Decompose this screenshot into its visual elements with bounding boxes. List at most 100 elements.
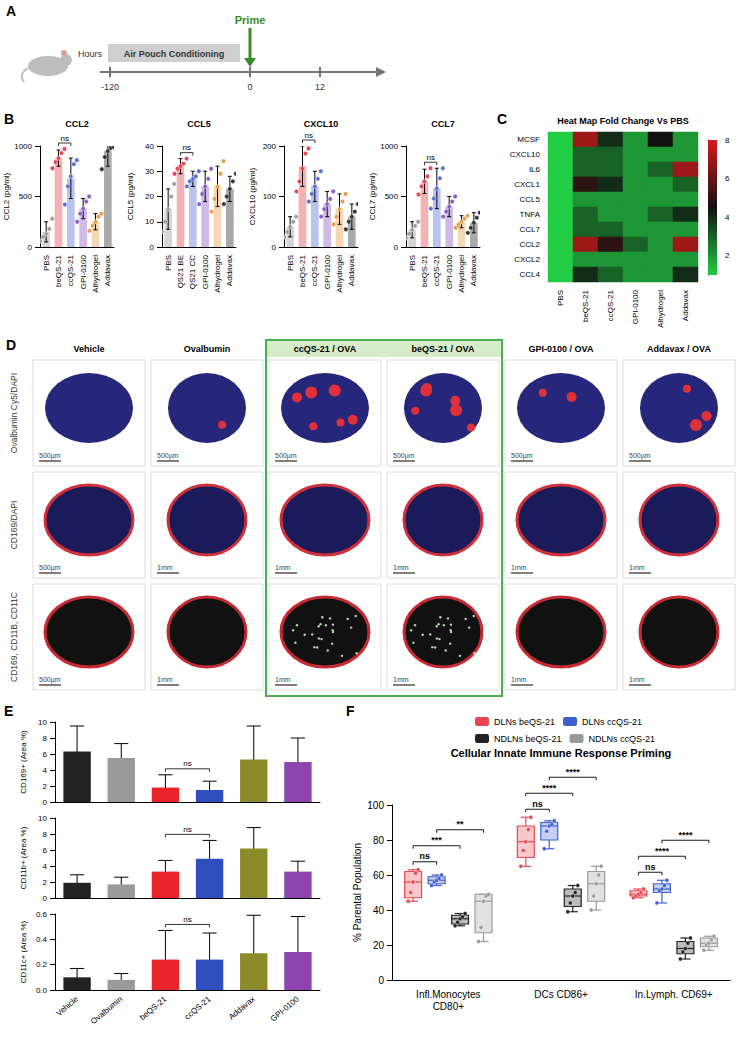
svg-text:2: 2 <box>725 251 730 260</box>
svg-text:GPI-0100: GPI-0100 <box>269 994 301 1023</box>
svg-text:500µm: 500µm <box>39 676 61 684</box>
svg-text:B: B <box>4 111 14 127</box>
svg-text:CCL2: CCL2 <box>65 119 89 129</box>
svg-text:NDLNs beQS-21: NDLNs beQS-21 <box>494 734 562 744</box>
svg-text:ns: ns <box>532 799 543 809</box>
svg-text:GPI-0100: GPI-0100 <box>631 289 640 324</box>
svg-text:PBS: PBS <box>556 290 565 306</box>
svg-text:30: 30 <box>145 167 154 176</box>
svg-text:6: 6 <box>725 174 730 183</box>
svg-text:GPI-0100: GPI-0100 <box>323 254 332 289</box>
svg-text:12: 12 <box>315 82 325 92</box>
svg-text:C: C <box>497 111 507 127</box>
svg-text:Addavax: Addavax <box>225 255 234 286</box>
svg-text:% Parental Population: % Parental Population <box>352 843 363 942</box>
svg-text:0: 0 <box>247 82 252 92</box>
svg-text:GPI-0100: GPI-0100 <box>79 254 88 289</box>
svg-text:ccQS-21: ccQS-21 <box>606 289 615 321</box>
svg-text:Air Pouch Conditioning: Air Pouch Conditioning <box>124 49 225 59</box>
svg-text:ccQS-21: ccQS-21 <box>183 994 213 1021</box>
svg-text:Prime: Prime <box>235 14 266 26</box>
svg-text:Ovalbumin: Ovalbumin <box>89 995 124 1026</box>
svg-text:DLNs beQS-21: DLNs beQS-21 <box>494 717 555 727</box>
svg-text:ccQS-21: ccQS-21 <box>310 254 319 286</box>
svg-text:1mm: 1mm <box>511 676 527 683</box>
svg-text:CD169, CD11B, CD11C: CD169, CD11B, CD11C <box>9 592 19 682</box>
svg-text:2: 2 <box>43 878 48 887</box>
svg-text:6: 6 <box>43 750 48 759</box>
svg-text:CXCL1: CXCL1 <box>514 180 540 189</box>
svg-text:40: 40 <box>373 905 385 916</box>
svg-text:F: F <box>346 703 355 719</box>
svg-text:0: 0 <box>43 894 48 903</box>
svg-text:In.Lymph. CD69+: In.Lymph. CD69+ <box>635 989 713 1000</box>
svg-text:ns: ns <box>420 851 431 861</box>
svg-text:CCL5: CCL5 <box>520 195 541 204</box>
svg-text:E: E <box>4 703 13 719</box>
svg-text:1000: 1000 <box>14 142 32 151</box>
svg-text:0.0: 0.0 <box>36 986 48 995</box>
svg-text:20: 20 <box>145 192 154 201</box>
svg-text:20: 20 <box>373 940 385 951</box>
svg-text:Ovalbumin Cy5/DAPI: Ovalbumin Cy5/DAPI <box>9 373 19 453</box>
svg-text:1mm: 1mm <box>157 676 173 683</box>
svg-text:100: 100 <box>263 192 277 201</box>
svg-text:80: 80 <box>373 835 385 846</box>
svg-text:ns: ns <box>60 134 68 143</box>
svg-text:CCL7: CCL7 <box>520 225 541 234</box>
svg-text:500µm: 500µm <box>39 564 61 572</box>
svg-text:CCL7: CCL7 <box>431 119 455 129</box>
svg-text:0: 0 <box>150 243 155 252</box>
svg-text:Alhydrogel: Alhydrogel <box>213 255 222 293</box>
svg-text:IL6: IL6 <box>529 165 541 174</box>
svg-text:8: 8 <box>43 830 48 839</box>
svg-text:Addavax: Addavax <box>103 255 112 286</box>
svg-text:8: 8 <box>725 136 730 145</box>
svg-text:D: D <box>6 337 16 353</box>
svg-text:ns: ns <box>645 862 656 872</box>
svg-text:1mm: 1mm <box>157 564 173 571</box>
svg-text:DLNs ccQS-21: DLNs ccQS-21 <box>582 717 642 727</box>
svg-text:500µm: 500µm <box>157 452 179 460</box>
svg-text:CCL2: CCL2 <box>520 240 541 249</box>
svg-text:NDLNs ccQS-21: NDLNs ccQS-21 <box>589 734 656 744</box>
svg-text:Ovalbumin: Ovalbumin <box>184 344 231 354</box>
svg-text:ns: ns <box>182 143 190 152</box>
svg-text:1mm: 1mm <box>275 564 291 571</box>
svg-text:500µm: 500µm <box>275 452 297 460</box>
svg-text:1mm: 1mm <box>629 676 645 683</box>
svg-text:100: 100 <box>367 800 384 811</box>
svg-text:500: 500 <box>19 192 33 201</box>
svg-text:1mm: 1mm <box>629 564 645 571</box>
svg-text:0: 0 <box>394 243 399 252</box>
svg-text:200: 200 <box>263 142 277 151</box>
svg-text:****: **** <box>655 846 670 856</box>
svg-text:1000: 1000 <box>380 142 398 151</box>
svg-text:Cellular Innate Immune Respons: Cellular Innate Immune Response Priming <box>451 747 672 759</box>
svg-text:4: 4 <box>43 766 48 775</box>
svg-text:-120: -120 <box>101 82 119 92</box>
svg-text:ccQS-21: ccQS-21 <box>432 254 441 286</box>
svg-text:8: 8 <box>43 734 48 743</box>
svg-text:CCL5 (pg/ml): CCL5 (pg/ml) <box>126 172 135 220</box>
svg-text:beQS-21 / OVA: beQS-21 / OVA <box>412 344 475 354</box>
svg-text:4: 4 <box>43 862 48 871</box>
svg-text:1mm: 1mm <box>275 676 291 683</box>
svg-text:beQS-21: beQS-21 <box>420 254 429 287</box>
svg-text:PBS: PBS <box>164 255 173 271</box>
svg-text:Addavax / OVA: Addavax / OVA <box>647 344 711 354</box>
svg-text:CCL7 (pg/ml): CCL7 (pg/ml) <box>368 172 377 220</box>
svg-text:Alhydrogel: Alhydrogel <box>91 255 100 293</box>
svg-text:ccQS-21: ccQS-21 <box>66 254 75 286</box>
svg-text:10: 10 <box>38 718 47 727</box>
svg-text:40: 40 <box>145 142 154 151</box>
svg-text:1mm: 1mm <box>393 676 409 683</box>
svg-text:A: A <box>6 3 16 19</box>
svg-text:CXCL10 (pg/ml): CXCL10 (pg/ml) <box>248 167 257 225</box>
svg-text:Vehicle: Vehicle <box>73 344 104 354</box>
svg-text:***: *** <box>431 835 442 845</box>
svg-text:Addavax: Addavax <box>469 255 478 286</box>
svg-text:CD169+ (Area %): CD169+ (Area %) <box>19 730 28 794</box>
svg-text:500µm: 500µm <box>39 452 61 460</box>
svg-text:ns: ns <box>183 825 191 834</box>
